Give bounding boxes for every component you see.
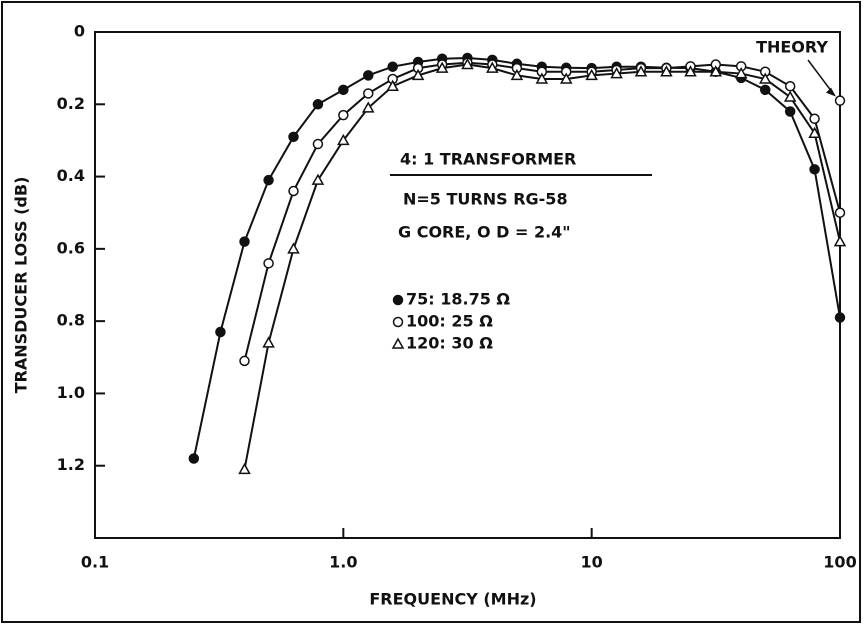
x-tick-label: 0.1	[81, 553, 109, 572]
data-point	[263, 258, 274, 269]
data-point	[337, 133, 350, 146]
y-tick-label: 0.8	[57, 311, 85, 330]
data-point	[784, 80, 796, 92]
data-point	[312, 138, 324, 150]
data-point	[435, 61, 449, 73]
data-point	[559, 72, 573, 84]
data-point	[734, 67, 748, 79]
data-point	[833, 235, 847, 247]
legend-marker	[391, 337, 405, 349]
data-point	[535, 72, 549, 84]
data-point	[312, 99, 324, 110]
y-tick-label: 0.6	[57, 238, 85, 257]
data-point	[239, 355, 250, 367]
data-point	[684, 65, 697, 77]
data-point	[585, 68, 598, 81]
data-point	[784, 106, 796, 117]
x-tick-label: 10	[581, 553, 603, 572]
data-point	[311, 173, 325, 185]
data-point	[263, 174, 274, 186]
data-point	[287, 242, 300, 254]
series-line	[243, 61, 841, 362]
theory-arrow	[807, 59, 835, 96]
data-point	[834, 207, 846, 218]
data-point	[338, 109, 349, 121]
data-point	[486, 61, 499, 73]
data-point	[660, 65, 673, 77]
y-tick-label: 0	[74, 22, 85, 41]
data-point	[239, 236, 250, 247]
data-point	[363, 88, 374, 99]
x-axis-label: FREQUENCY (MHz)	[369, 590, 536, 609]
annotation: N=5 TURNS RG-58	[403, 190, 568, 209]
data-point	[288, 131, 299, 143]
data-point	[758, 72, 772, 84]
data-point	[387, 61, 398, 72]
annotation: G CORE, O D = 2.4"	[398, 223, 571, 242]
data-point	[188, 453, 200, 464]
plot-area	[94, 31, 841, 539]
x-tick-label: 100	[823, 553, 856, 572]
y-tick-label: 1.0	[57, 383, 85, 402]
legend-label: 75: 18.75 Ω	[406, 290, 510, 309]
y-tick-label: 0.4	[57, 166, 85, 185]
data-point	[386, 79, 399, 91]
data-point	[288, 185, 299, 197]
data-point	[215, 326, 226, 338]
data-point	[759, 84, 771, 96]
annotation-title: 4: 1 TRANSFORMER	[400, 150, 576, 169]
y-tick-label: 1.2	[57, 455, 85, 474]
data-point	[338, 84, 349, 96]
data-point	[363, 70, 374, 81]
theory-point	[834, 95, 846, 106]
legend-label: 120: 30 Ω	[406, 334, 493, 353]
data-point	[634, 65, 648, 77]
x-tick-label: 1.0	[329, 553, 357, 572]
theory-arrowhead	[826, 87, 836, 97]
data-point	[262, 336, 275, 348]
data-point	[361, 101, 375, 113]
theory-label: THEORY	[756, 38, 828, 57]
data-point	[808, 126, 821, 138]
data-point	[834, 312, 846, 323]
data-point	[809, 113, 820, 124]
data-point	[411, 68, 425, 81]
legend-marker	[392, 294, 404, 306]
data-point	[610, 67, 623, 79]
data-point	[709, 65, 723, 77]
data-point	[461, 57, 474, 70]
y-tick-label: 0.2	[57, 94, 85, 113]
y-axis-label: TRANSDUCER LOSS (dB)	[12, 177, 31, 394]
data-point	[783, 90, 797, 102]
data-point	[510, 68, 524, 81]
data-point	[809, 164, 820, 175]
data-point	[238, 462, 251, 475]
legend-marker	[392, 316, 404, 328]
legend-label: 100: 25 Ω	[406, 312, 493, 331]
